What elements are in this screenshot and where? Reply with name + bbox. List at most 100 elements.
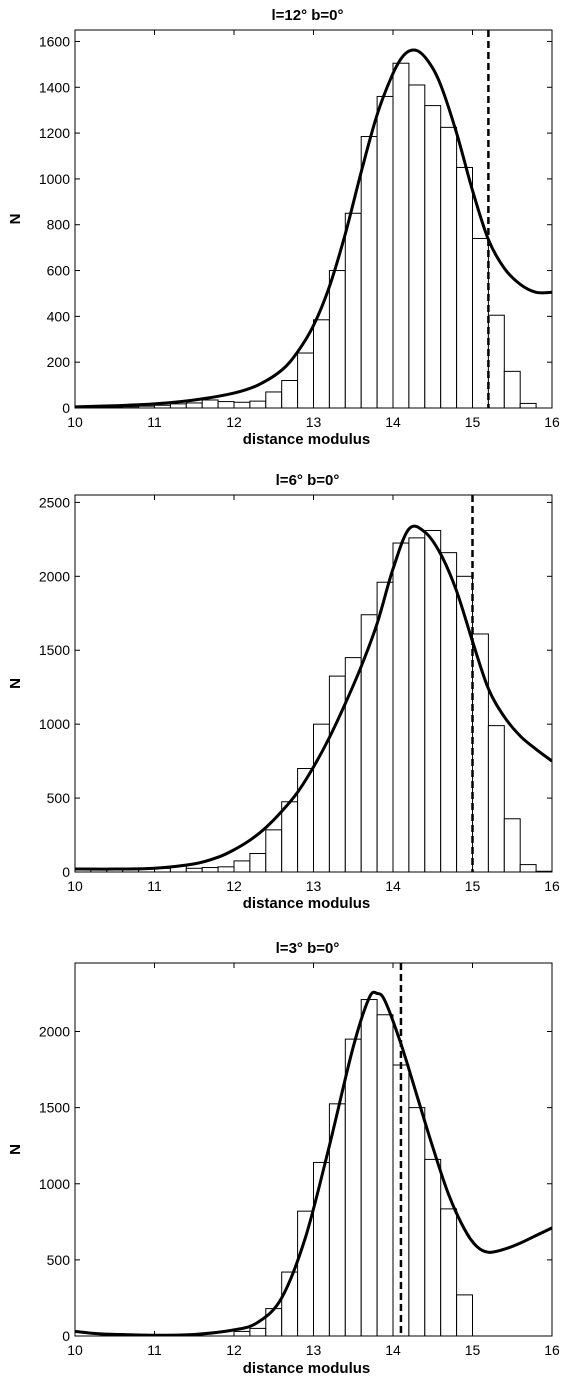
y-tick-label: 2000 (39, 1024, 70, 1040)
histogram-bar (503, 370, 521, 409)
histogram-bar (392, 62, 410, 409)
y-tick-label: 1000 (39, 171, 70, 187)
x-tick-label: 15 (465, 878, 481, 894)
chart-title: l=3° b=0° (276, 940, 340, 957)
histogram-bar (360, 999, 378, 1337)
histogram-bar (281, 801, 299, 873)
histogram-bar (297, 1210, 315, 1337)
histogram-bar (328, 270, 346, 409)
histogram-bar (233, 860, 251, 873)
y-tick-label: 1000 (39, 1176, 70, 1192)
y-tick-label: 800 (47, 217, 71, 233)
y-tick-label: 400 (47, 308, 71, 324)
y-tick-label: 500 (47, 1252, 71, 1268)
histogram-bar (503, 818, 521, 873)
histogram-bar (313, 723, 330, 873)
histogram-bar (185, 402, 203, 409)
x-axis-title: distance modulus (243, 431, 371, 448)
histogram-bar (376, 581, 394, 873)
histogram-bar (344, 212, 362, 409)
histogram-bar (440, 1208, 458, 1337)
histogram-bar (265, 391, 283, 409)
histogram-bar (376, 95, 394, 409)
y-tick-label: 0 (62, 864, 70, 880)
chart-panel: 10 11 12 13 14 15 16 0 500 1000 1500 2000 l=3° b=0° d… (7, 940, 560, 1377)
x-tick-label: 14 (385, 1342, 401, 1358)
y-axis-title: N (7, 678, 24, 689)
histogram-bar (297, 768, 315, 873)
histogram-bar (201, 399, 219, 409)
x-tick-label: 13 (306, 1342, 322, 1358)
histogram-bar (185, 867, 203, 873)
y-tick-label: 0 (62, 1328, 70, 1344)
histogram-bar (440, 552, 458, 873)
histogram-bar (440, 126, 458, 409)
x-tick-label: 16 (544, 1342, 560, 1358)
histogram-bar (424, 1158, 442, 1337)
x-tick-label: 11 (147, 1342, 162, 1358)
y-tick-label: 1400 (39, 79, 70, 95)
histogram-bar (392, 542, 410, 873)
chart-panel: 10 11 12 13 14 15 16 0 200 400 600 800 1000 1200 1400 1… (7, 7, 560, 448)
histogram-bar (472, 237, 489, 409)
histogram-bar (487, 725, 505, 873)
y-tick-label: 1500 (39, 642, 70, 658)
histogram-bar (408, 537, 426, 873)
histogram-bar (265, 1308, 283, 1337)
y-tick-label: 2000 (39, 568, 70, 584)
histogram-bar (487, 314, 505, 409)
y-tick-label: 200 (47, 354, 71, 370)
histogram-bar (201, 867, 219, 873)
x-tick-label: 16 (544, 878, 560, 894)
histogram-bar (344, 657, 362, 873)
x-tick-label: 16 (544, 414, 560, 430)
histogram-bar (360, 136, 378, 409)
y-tick-label: 1600 (39, 33, 70, 49)
histogram-bar (408, 84, 426, 409)
histogram-bar (360, 614, 378, 873)
histogram-bar (233, 401, 251, 409)
chart-panel: 10 11 12 13 14 15 16 0 500 1000 1500 2000 2500 l=6° b… (7, 472, 560, 912)
x-tick-label: 12 (226, 1342, 242, 1358)
x-tick-label: 13 (306, 878, 322, 894)
histogram-bar (456, 166, 474, 409)
x-tick-label: 12 (226, 414, 242, 430)
x-tick-label: 15 (465, 1342, 481, 1358)
histogram-bar (456, 1294, 474, 1337)
x-tick-label: 15 (465, 414, 481, 430)
histogram-bar (217, 866, 235, 873)
model-curve (75, 990, 552, 1336)
histogram-bar (313, 319, 330, 409)
histogram-bar (233, 1330, 251, 1337)
chart-title: l=6° b=0° (276, 472, 340, 489)
histogram-bar (313, 1161, 330, 1337)
x-tick-label: 11 (147, 414, 162, 430)
histogram-bar (344, 1038, 362, 1337)
y-tick-label: 600 (47, 263, 71, 279)
histogram-bar (249, 400, 267, 409)
histogram-bar (217, 401, 235, 409)
histogram-bar (519, 402, 537, 409)
y-axis-title: N (7, 1144, 24, 1155)
y-tick-label: 1000 (39, 716, 70, 732)
histogram-bar (424, 529, 442, 873)
histogram-bar (519, 864, 537, 873)
histogram-bar (169, 403, 187, 409)
y-tick-label: 500 (47, 790, 71, 806)
y-tick-label: 1500 (39, 1100, 70, 1116)
histogram-bar (249, 853, 267, 873)
model-curve (75, 524, 552, 871)
histogram-bar (265, 829, 283, 873)
x-tick-label: 10 (67, 878, 83, 894)
x-axis-title: distance modulus (243, 895, 371, 912)
histogram-bar (424, 105, 442, 409)
histogram-bar (297, 352, 315, 409)
histogram-bar (249, 1327, 267, 1337)
x-tick-label: 12 (226, 878, 242, 894)
x-tick-label: 14 (385, 414, 401, 430)
histogram-bar (376, 1014, 394, 1337)
x-tick-label: 14 (385, 878, 401, 894)
histogram-bar (281, 380, 299, 409)
